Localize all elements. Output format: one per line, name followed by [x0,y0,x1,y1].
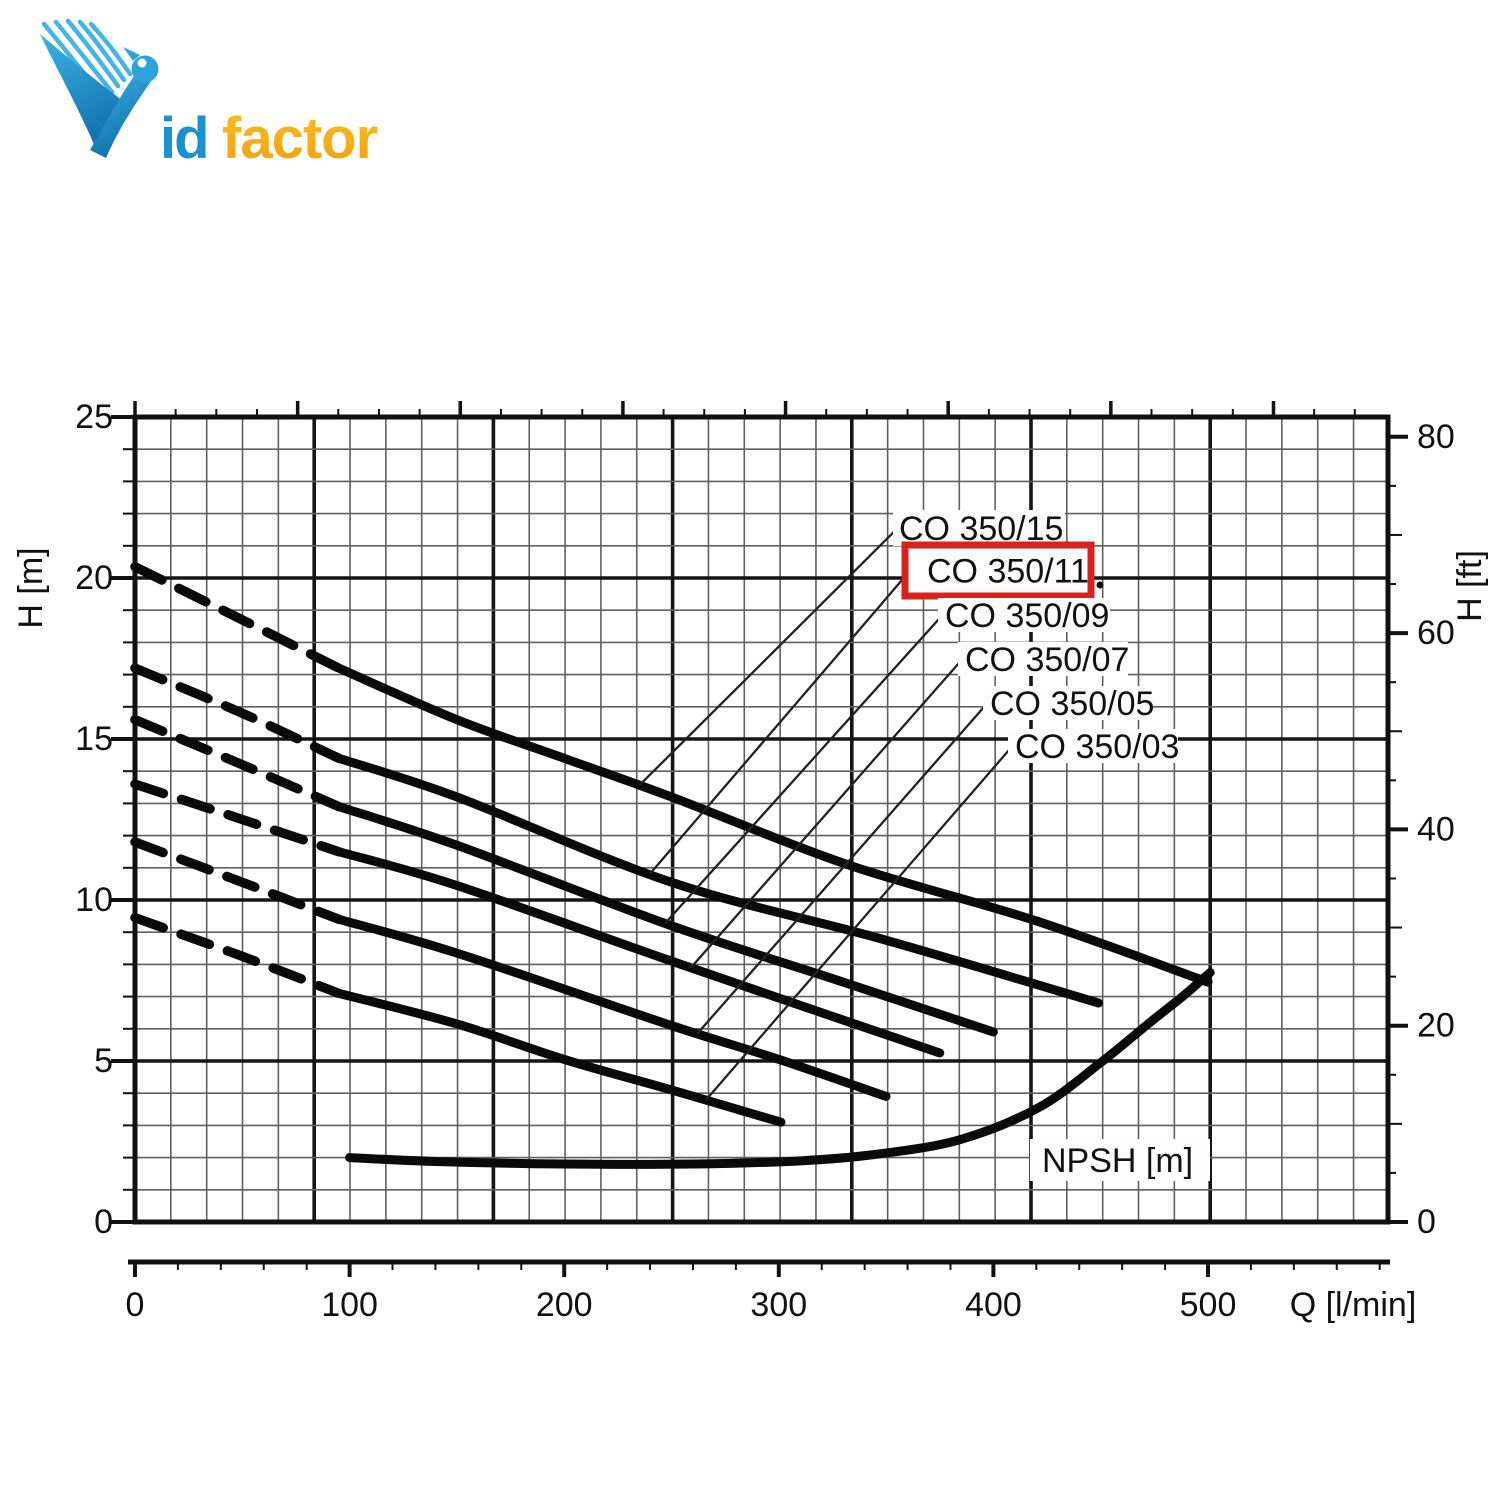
pump-curve-dashed-co-350-15 [130,561,344,673]
curve-label: CO 350/03 [1015,728,1179,766]
y-right-tick-label: 80 [1417,418,1455,456]
y-left-tick-label: 25 [75,398,113,436]
x-tick-label: 500 [1180,1286,1237,1324]
pump-curve-dashed-co-350-11 [130,663,344,764]
x-tick-label: 400 [965,1286,1022,1324]
npsh-label-bg [1030,1139,1210,1181]
x-tick-label: 0 [126,1286,145,1324]
curve-label-bg [1008,729,1178,763]
bird-beak-icon [123,47,140,61]
pump-curve-dashed-co-350-09 [130,714,344,812]
label-leader-line [704,746,1012,1101]
axis-ticks-layer [111,401,1408,1277]
curve-label: CO 350/05 [990,685,1154,723]
curve-label-bg [958,642,1128,676]
label-leader-line [638,528,897,787]
label-trailing-dot [1096,581,1104,589]
pump-curve-dashed-co-350-07 [130,779,344,857]
y-left-tick-label: 0 [94,1203,113,1241]
y-left-tick-label: 10 [75,881,113,919]
curve-label: CO 350/07 [965,641,1129,679]
pump-curve-co-350-05 [334,914,891,1101]
curve-label: CO 350/09 [945,597,1109,635]
pump-curve-dashed-co-350-03 [130,912,344,999]
y-left-axis-title: H [m] [12,547,50,628]
y-right-tick-label: 60 [1417,614,1455,652]
label-leader-line [664,615,942,925]
y-right-tick-label: 40 [1417,810,1455,848]
highlight-box [901,541,1095,600]
axis-text-layer: H [m] H [ft] Q [l/min] 0 5 10 15 20 25 0 20 40 60… [12,398,1489,1324]
pump-curve-co-350-15 [334,663,1213,987]
label-leader-line [689,659,962,969]
curve-label-bg [983,686,1153,720]
bird-eye-icon [137,58,147,68]
x-tick-label: 100 [321,1286,378,1324]
curve-label-bg [893,510,1065,546]
plot-border [132,414,1391,1225]
y-left-tick-label: 20 [75,559,113,597]
pump-curve-co-350-09 [334,802,998,1037]
logo-bird-mark [40,18,159,158]
curve-label: CO 350/11 [927,553,1089,591]
x-axis-title: Q [l/min] [1290,1286,1417,1324]
label-leader-line [696,703,987,1035]
y-left-tick-label: 15 [75,720,113,758]
logo-text-id: id [160,106,208,171]
x-tick-label: 300 [750,1286,807,1324]
pump-curve-dashed-co-350-05 [130,837,344,925]
y-right-tick-label: 0 [1417,1203,1436,1241]
curves-layer [130,561,1215,1169]
label-leader-layer [638,528,1012,1101]
label-leader-line [649,572,909,875]
pump-curve-co-350-11 [334,753,1104,1008]
y-left-tick-label: 5 [94,1042,113,1080]
bird-body-icon [90,70,152,158]
vidfactor-logo: id factor [40,18,379,171]
curve-label-bg [905,545,1091,596]
npsh-curve [345,967,1215,1169]
x-tick-label: 200 [536,1286,593,1324]
logo-text-factor: factor [222,106,378,171]
plot-border-layer [132,414,1391,1225]
grid-layer [135,417,1388,1222]
npsh-label: NPSH [m] [1042,1142,1193,1180]
pump-curve-co-350-07 [334,847,945,1058]
y-right-tick-label: 20 [1417,1007,1455,1045]
y-right-axis-title: H [ft] [1451,550,1489,622]
curve-label-bg [938,598,1110,632]
